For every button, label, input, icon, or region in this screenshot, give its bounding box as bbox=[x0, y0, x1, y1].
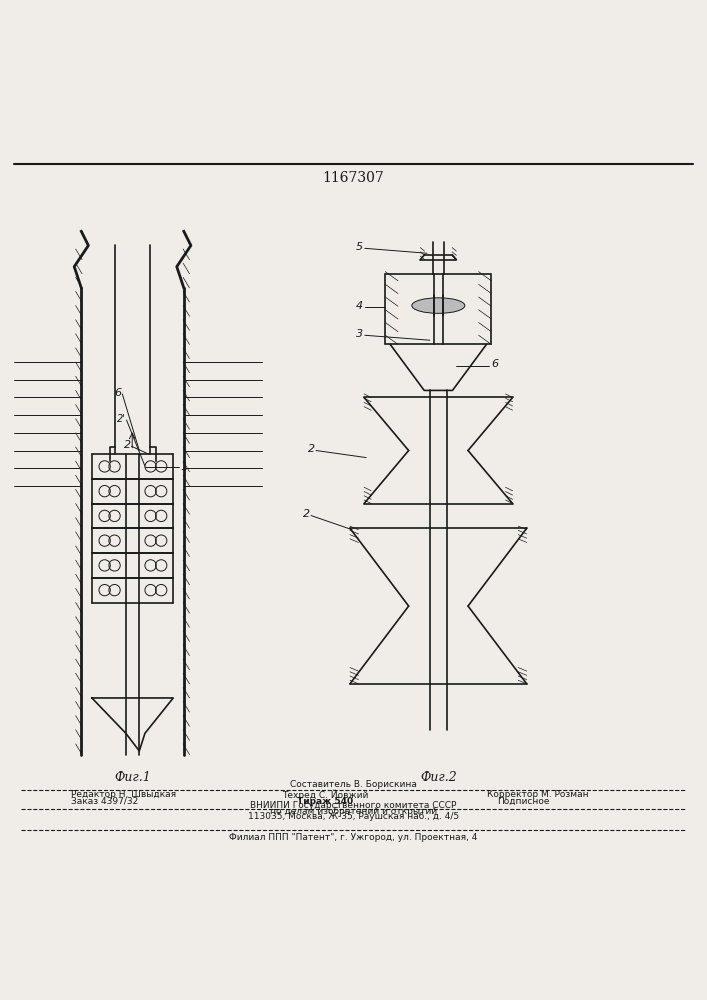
Text: 6: 6 bbox=[115, 388, 122, 398]
Text: 3: 3 bbox=[356, 329, 363, 339]
Text: Корректор М. Розман: Корректор М. Розман bbox=[486, 790, 588, 799]
Text: Заказ 4397/32: Заказ 4397/32 bbox=[71, 797, 138, 806]
Text: Редактор Н. Швыдкая: Редактор Н. Швыдкая bbox=[71, 790, 176, 799]
Text: по делам изобретений и открытий: по делам изобретений и открытий bbox=[270, 807, 437, 816]
Text: ВНИИПИ Государственного комитета СССР: ВНИИПИ Государственного комитета СССР bbox=[250, 801, 457, 810]
Text: Фиг.2: Фиг.2 bbox=[420, 771, 457, 784]
Text: Филиал ППП "Патент", г. Ужгород, ул. Проектная, 4: Филиал ППП "Патент", г. Ужгород, ул. Про… bbox=[229, 833, 478, 842]
Text: Тираж 540: Тираж 540 bbox=[297, 797, 354, 806]
Text: 2': 2' bbox=[117, 414, 126, 424]
Text: Составитель В. Борискина: Составитель В. Борискина bbox=[290, 780, 417, 789]
Text: 5: 5 bbox=[356, 242, 363, 252]
Text: 2: 2 bbox=[303, 509, 310, 519]
Ellipse shape bbox=[411, 298, 464, 313]
Text: 1: 1 bbox=[180, 462, 187, 472]
Text: 113035, Москва, Ж-35, Раушская наб., д. 4/5: 113035, Москва, Ж-35, Раушская наб., д. … bbox=[248, 812, 459, 821]
Text: Фиг.1: Фиг.1 bbox=[115, 771, 151, 784]
Text: 4: 4 bbox=[356, 301, 363, 311]
Text: Подписное: Подписное bbox=[497, 797, 549, 806]
Text: Техред С. Йовжий: Техред С. Йовжий bbox=[282, 790, 368, 800]
Text: 1167307: 1167307 bbox=[322, 171, 385, 185]
Text: 2: 2 bbox=[308, 444, 315, 454]
Text: 2: 2 bbox=[124, 440, 131, 450]
Bar bbox=[385, 274, 491, 344]
Text: 6: 6 bbox=[491, 359, 498, 369]
